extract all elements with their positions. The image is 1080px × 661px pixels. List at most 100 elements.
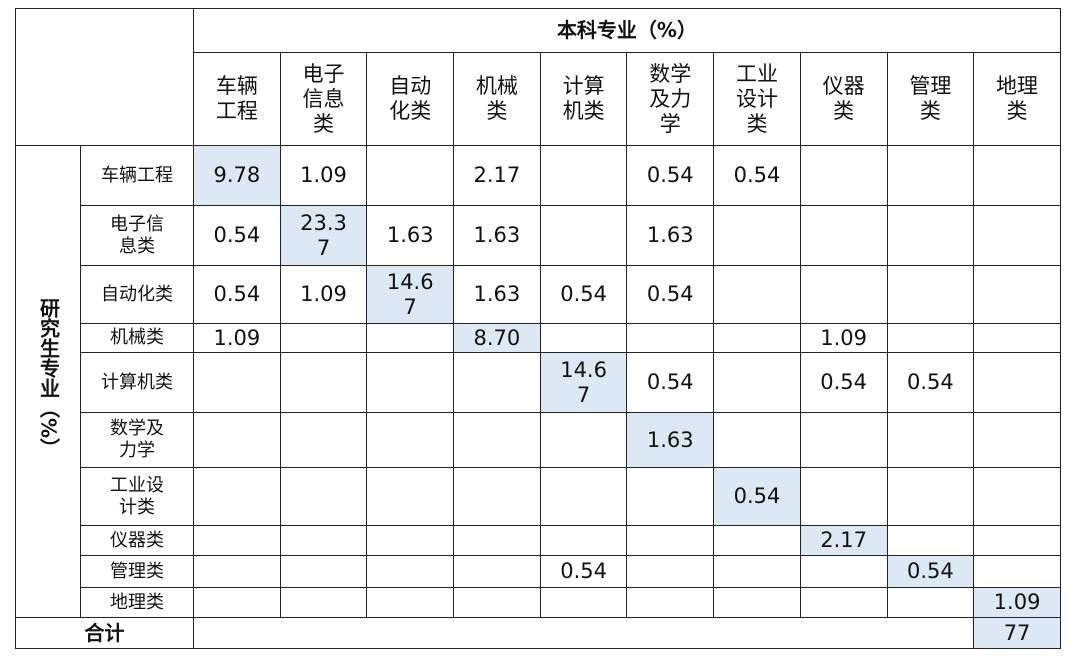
empty-cell (799, 412, 888, 468)
empty-cell (366, 352, 455, 413)
empty-cell (539, 145, 628, 206)
data-row: 机械类 1.09 8.70 1.09 (16, 323, 1061, 353)
empty-cell (539, 525, 628, 556)
value-cell: 1.63 (626, 412, 715, 468)
data-row: 工业设计类 0.54 (16, 467, 1061, 526)
empty-cell (886, 587, 975, 618)
data-row: 电子信息类 0.54 23.37 1.63 1.63 1.63 (16, 205, 1061, 266)
header-row: 本科专业（%） (15, 8, 1061, 146)
empty-cell (539, 467, 628, 526)
empty-cell (973, 145, 1061, 206)
value-cell: 9.78 (193, 145, 281, 206)
empty-cell (973, 467, 1061, 526)
column-header-row: 车辆工程 电子信息类 自动化类 机械类 计算机类 数学及力学 工业设计类 仪器类 管理类 地理类 (16, 52, 1061, 146)
header-title: 本科专业（%） (193, 8, 1061, 53)
value-cell: 0.54 (539, 265, 628, 324)
row-label: 电子信息类 (80, 205, 194, 266)
empty-cell (713, 352, 801, 413)
row-label: 自动化类 (80, 265, 194, 324)
row-label: 管理类 (80, 555, 194, 588)
empty-cell (279, 587, 368, 618)
empty-cell (886, 467, 975, 526)
data-row: 管理类 0.54 0.54 (16, 555, 1061, 588)
empty-cell (973, 265, 1061, 324)
value-cell: 23.37 (279, 205, 368, 266)
empty-cell (973, 323, 1061, 353)
column-header: 仪器类 (799, 52, 888, 146)
empty-cell (279, 412, 368, 468)
empty-cell (453, 412, 541, 468)
empty-cell (713, 205, 801, 266)
empty-cell (453, 555, 541, 588)
value-cell: 1.09 (973, 587, 1061, 618)
empty-cell (713, 525, 801, 556)
row-label: 计算机类 (80, 352, 194, 413)
column-header: 机械类 (453, 52, 541, 146)
empty-cell (193, 587, 281, 618)
empty-cell (193, 525, 281, 556)
row-group-cell: 研究生专业（%） (15, 145, 81, 618)
value-cell: 0.54 (886, 352, 975, 413)
empty-cell (886, 412, 975, 468)
row-label: 工业设计类 (80, 467, 194, 526)
value-cell: 2.17 (799, 525, 888, 556)
column-header: 自动化类 (366, 52, 455, 146)
value-cell: 0.54 (713, 467, 801, 526)
value-cell: 0.54 (886, 555, 975, 588)
column-header: 电子信息类 (279, 52, 368, 146)
empty-cell (366, 587, 455, 618)
empty-cell (453, 352, 541, 413)
row-label: 仪器类 (80, 525, 194, 556)
empty-cell (193, 555, 281, 588)
empty-cell (539, 412, 628, 468)
value-cell: 0.54 (539, 555, 628, 588)
value-cell: 0.54 (713, 145, 801, 206)
value-cell: 0.54 (799, 352, 888, 413)
total-row: 合计 77 (15, 617, 1061, 649)
column-header: 车辆工程 (193, 52, 281, 146)
column-header: 管理类 (886, 52, 975, 146)
value-cell: 0.54 (626, 265, 715, 324)
empty-cell (279, 352, 368, 413)
value-cell: 0.54 (626, 145, 715, 206)
cross-table: 本科专业（%） 车辆工程 电子信息类 自动化类 机械类 计算机类 数学及力学 工业设计类 仪器类… (15, 8, 1061, 649)
empty-cell (366, 323, 455, 353)
value-cell: 1.63 (453, 205, 541, 266)
row-label: 地理类 (80, 587, 194, 618)
data-row: 计算机类 14.67 0.54 0.54 0.54 (16, 352, 1061, 413)
empty-cell (713, 323, 801, 353)
empty-cell (799, 205, 888, 266)
empty-cell (799, 145, 888, 206)
empty-cell (886, 323, 975, 353)
column-header: 地理类 (973, 52, 1061, 146)
column-header: 工业设计类 (713, 52, 801, 146)
empty-cell (453, 467, 541, 526)
empty-cell (366, 145, 455, 206)
empty-cell (886, 205, 975, 266)
empty-cell (539, 587, 628, 618)
row-label: 数学及力学 (80, 412, 194, 468)
value-cell: 1.09 (279, 145, 368, 206)
value-cell: 1.09 (279, 265, 368, 324)
empty-cell (192, 617, 975, 649)
data-row: 地理类 1.09 (16, 587, 1061, 618)
value-cell: 1.09 (193, 323, 281, 353)
data-row: 自动化类 0.54 1.09 14.67 1.63 0.54 0.54 (16, 265, 1061, 324)
empty-cell (366, 412, 455, 468)
empty-cell (886, 525, 975, 556)
empty-cell (973, 412, 1061, 468)
empty-cell (886, 265, 975, 324)
empty-cell (193, 467, 281, 526)
value-cell: 1.09 (799, 323, 888, 353)
corner-cell (15, 8, 194, 146)
empty-cell (973, 555, 1061, 588)
row-label: 车辆工程 (80, 145, 194, 206)
value-cell: 0.54 (193, 265, 281, 324)
value-cell: 1.63 (366, 205, 455, 266)
empty-cell (539, 205, 628, 266)
empty-cell (713, 265, 801, 324)
empty-cell (279, 525, 368, 556)
empty-cell (973, 205, 1061, 266)
value-cell: 14.67 (539, 352, 628, 413)
